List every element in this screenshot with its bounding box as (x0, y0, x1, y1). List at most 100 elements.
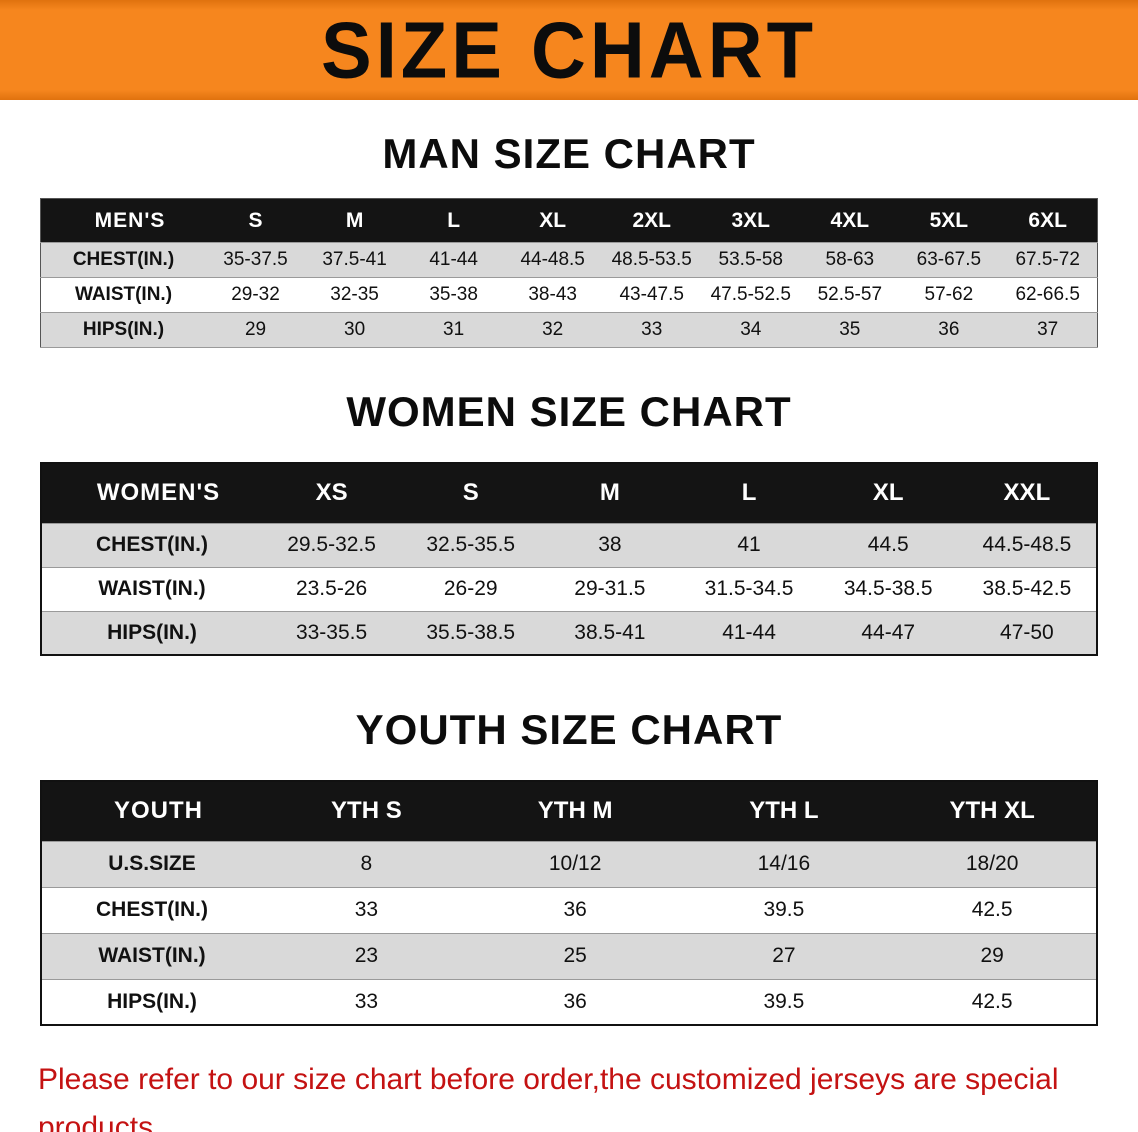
cell: 38.5-41 (540, 610, 680, 656)
cell: 31.5-34.5 (679, 566, 819, 611)
women-size-table: WOMEN'S XS S M L XL XXL CHEST(IN.) 29.5-32.5 32.5… (40, 462, 1098, 656)
cell: 10/12 (470, 840, 680, 887)
youth-section-heading: YOUTH SIZE CHART (355, 706, 783, 753)
table-header-row: WOMEN'S XS S M L XL XXL (41, 463, 1097, 523)
column-header: XS (262, 463, 402, 523)
banner: SIZE CHART (0, 0, 1138, 100)
table-row: CHEST(IN.) 35-37.5 37.5-41 41-44 44-48.5 48.5… (40, 242, 1098, 278)
cell: 41 (679, 522, 819, 567)
youth-size-section: YOUTH SIZE CHART YOUTH YTH S YTH M YTH L YTH… (0, 656, 1138, 1026)
row-label: HIPS(IN.) (41, 610, 262, 656)
column-header: M (540, 463, 680, 523)
cell: 36 (470, 886, 680, 933)
cell: 26-29 (401, 566, 541, 611)
man-size-section: MAN SIZE CHART MEN'S S M L XL 2XL 3XL 4XL 5XL 6XL… (0, 100, 1138, 348)
cell: 32-35 (305, 277, 405, 313)
cell: 62-66.5 (998, 277, 1098, 313)
cell: 32 (503, 312, 603, 348)
youth-size-table: YOUTH YTH S YTH M YTH L YTH XL U.S.SIZE 8 10/12… (40, 780, 1098, 1026)
cell: 30 (305, 312, 405, 348)
cell: 14/16 (679, 840, 889, 887)
table-row: U.S.SIZE 8 10/12 14/16 18/20 (41, 840, 1097, 887)
cell: 44-48.5 (503, 242, 603, 278)
cell: 8 (262, 840, 471, 887)
cell: 32.5-35.5 (401, 522, 541, 567)
column-header: XXL (957, 463, 1097, 523)
cell: 35-38 (404, 277, 504, 313)
column-header: 2XL (602, 198, 702, 243)
row-label: CHEST(IN.) (41, 522, 262, 567)
table-row: HIPS(IN.) 29 30 31 32 33 34 35 36 37 (40, 312, 1098, 348)
cell: 47.5-52.5 (701, 277, 801, 313)
table-header-row: MEN'S S M L XL 2XL 3XL 4XL 5XL 6XL (40, 198, 1098, 243)
cell: 38 (540, 522, 680, 567)
cell: 39.5 (679, 886, 889, 933)
column-header: XL (818, 463, 958, 523)
table-row: CHEST(IN.) 29.5-32.5 32.5-35.5 38 41 44.5 44.5… (41, 522, 1097, 567)
cell: 63-67.5 (899, 242, 999, 278)
cell: 34.5-38.5 (818, 566, 958, 611)
cell: 18/20 (888, 840, 1097, 887)
row-label: U.S.SIZE (41, 840, 262, 887)
table-row: WAIST(IN.) 23.5-26 26-29 29-31.5 31.5-34.5 34… (41, 566, 1097, 611)
column-header: S (206, 198, 306, 243)
column-header: 3XL (701, 198, 801, 243)
column-header: 4XL (800, 198, 900, 243)
cell: 29 (888, 932, 1097, 979)
page-title: SIZE CHART (321, 5, 817, 95)
table-row: WAIST(IN.) 23 25 27 29 (41, 932, 1097, 979)
women-size-section: WOMEN SIZE CHART WOMEN'S XS S M L XL XXL CHEST(… (0, 348, 1138, 656)
cell: 35.5-38.5 (401, 610, 541, 656)
footer-note: Please refer to our size chart before or… (38, 1056, 1100, 1132)
cell: 52.5-57 (800, 277, 900, 313)
cell: 47-50 (957, 610, 1097, 656)
table-title: WOMEN'S (41, 463, 262, 523)
cell: 29 (206, 312, 306, 348)
row-label: HIPS(IN.) (40, 312, 206, 348)
cell: 38.5-42.5 (957, 566, 1097, 611)
row-label: WAIST(IN.) (41, 932, 262, 979)
cell: 57-62 (899, 277, 999, 313)
cell: 37.5-41 (305, 242, 405, 278)
cell: 43-47.5 (602, 277, 702, 313)
table-row: HIPS(IN.) 33-35.5 35.5-38.5 38.5-41 41-44 44-… (41, 610, 1097, 656)
cell: 27 (679, 932, 889, 979)
column-header: XL (503, 198, 603, 243)
cell: 44.5 (818, 522, 958, 567)
men-size-table: MEN'S S M L XL 2XL 3XL 4XL 5XL 6XL CHEST(IN.) 35-37… (40, 198, 1098, 348)
cell: 34 (701, 312, 801, 348)
cell: 44.5-48.5 (957, 522, 1097, 567)
cell: 39.5 (679, 978, 889, 1026)
cell: 35-37.5 (206, 242, 306, 278)
cell: 38-43 (503, 277, 603, 313)
cell: 29-31.5 (540, 566, 680, 611)
cell: 23.5-26 (262, 566, 402, 611)
row-label: HIPS(IN.) (41, 978, 262, 1026)
table-title: YOUTH (41, 781, 262, 841)
column-header: 6XL (998, 198, 1098, 243)
column-header: M (305, 198, 405, 243)
cell: 29.5-32.5 (262, 522, 402, 567)
cell: 58-63 (800, 242, 900, 278)
column-header: L (679, 463, 819, 523)
cell: 23 (262, 932, 471, 979)
table-row: WAIST(IN.) 29-32 32-35 35-38 38-43 43-47.5 47.… (40, 277, 1098, 313)
cell: 31 (404, 312, 504, 348)
column-header: YTH L (679, 781, 889, 841)
row-label: WAIST(IN.) (41, 566, 262, 611)
column-header: S (401, 463, 541, 523)
table-header-row: YOUTH YTH S YTH M YTH L YTH XL (41, 781, 1097, 841)
table-title: MEN'S (40, 198, 206, 243)
row-label: CHEST(IN.) (41, 886, 262, 933)
cell: 36 (899, 312, 999, 348)
column-header: L (404, 198, 504, 243)
cell: 42.5 (888, 886, 1097, 933)
table-row: CHEST(IN.) 33 36 39.5 42.5 (41, 886, 1097, 933)
cell: 33 (262, 886, 471, 933)
cell: 33 (262, 978, 471, 1026)
cell: 67.5-72 (998, 242, 1098, 278)
table-row: HIPS(IN.) 33 36 39.5 42.5 (41, 978, 1097, 1026)
cell: 41-44 (679, 610, 819, 656)
cell: 25 (470, 932, 680, 979)
